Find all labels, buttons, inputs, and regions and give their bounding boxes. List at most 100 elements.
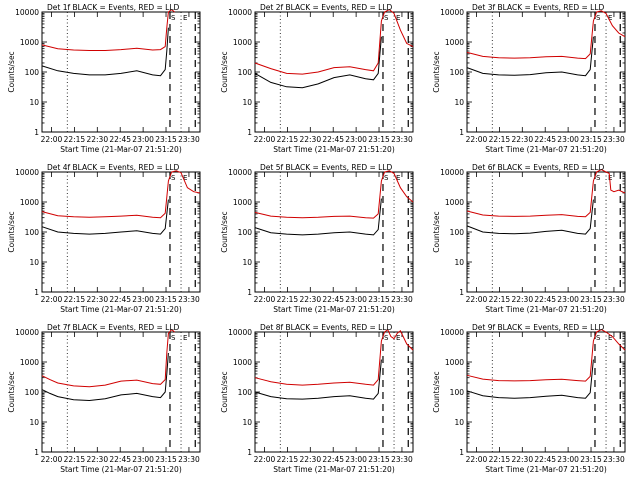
y-tick-label: 1000 xyxy=(20,198,39,207)
y-tick-label: 100 xyxy=(238,228,253,237)
y-tick-label: 100 xyxy=(450,228,465,237)
y-tick-label: 10000 xyxy=(15,168,39,177)
x-tick-label: 23:00 xyxy=(132,295,154,304)
panel-title: Det 8f BLACK = Events, RED = LLD xyxy=(260,323,393,332)
y-tick-label: 10 xyxy=(454,418,464,427)
x-tick-label: 23:30 xyxy=(603,135,625,144)
y-tick-label: 1 xyxy=(459,448,464,457)
x-tick-label: 22:15 xyxy=(277,455,299,464)
x-tick-label: 22:15 xyxy=(64,135,86,144)
panel-2: 1 10 100 1000 10000 22:00 22:15 22:30 22:45 23:00… xyxy=(220,3,414,154)
x-tick-label: 23:30 xyxy=(391,295,413,304)
x-tick-label: 23:00 xyxy=(132,455,154,464)
lld-series-line xyxy=(466,10,626,60)
y-tick-label: 100 xyxy=(238,68,253,77)
events-series-line xyxy=(254,36,382,89)
events-series-line xyxy=(466,359,594,399)
x-tick-label: 22:00 xyxy=(254,295,276,304)
x-tick-label: 22:30 xyxy=(86,455,108,464)
x-tick-label: 22:15 xyxy=(64,455,86,464)
x-tick-label: 22:45 xyxy=(109,295,131,304)
x-tick-label: 22:15 xyxy=(489,455,511,464)
x-tick-label: 22:00 xyxy=(466,455,488,464)
y-tick-label: 1000 xyxy=(233,358,252,367)
x-tick-label: 23:00 xyxy=(557,455,579,464)
y-tick-label: 100 xyxy=(450,68,465,77)
y-axis-label: Counts/sec xyxy=(220,51,229,92)
start-marker-label: S xyxy=(171,334,176,342)
panel-title: Det 5f BLACK = Events, RED = LLD xyxy=(260,163,393,172)
y-tick-label: 100 xyxy=(25,68,40,77)
x-tick-label: 23:00 xyxy=(345,455,367,464)
plot-frame xyxy=(466,11,626,133)
panel-5: 1 10 100 1000 10000 22:00 22:15 22:30 22:45 23:00… xyxy=(220,163,414,314)
y-tick-label: 10000 xyxy=(15,8,39,17)
x-tick-label: 22:30 xyxy=(511,135,533,144)
end-marker-label: E xyxy=(183,14,187,22)
x-tick-label: 22:15 xyxy=(489,135,511,144)
x-tick-label: 22:00 xyxy=(254,135,276,144)
x-tick-label: 22:45 xyxy=(534,455,556,464)
x-tick-label: 23:00 xyxy=(345,135,367,144)
x-tick-label: 22:00 xyxy=(41,135,63,144)
y-tick-label: 10 xyxy=(454,258,464,267)
end-marker-label: E xyxy=(608,14,612,22)
x-axis-label: Start Time (21-Mar-07 21:51:20) xyxy=(273,465,395,474)
y-tick-label: 1000 xyxy=(445,38,464,47)
y-tick-label: 1000 xyxy=(233,38,252,47)
start-marker-label: S xyxy=(384,174,389,182)
y-tick-label: 1000 xyxy=(445,198,464,207)
end-marker-label: E xyxy=(396,14,400,22)
x-tick-label: 22:45 xyxy=(109,455,131,464)
y-tick-label: 10000 xyxy=(15,328,39,337)
x-tick-label: 23:15 xyxy=(155,135,177,144)
x-tick-label: 23:00 xyxy=(132,135,154,144)
y-tick-label: 10 xyxy=(29,418,39,427)
panel-3: 1 10 100 1000 10000 22:00 22:15 22:30 22:45 23:00… xyxy=(432,3,626,154)
x-tick-label: 22:45 xyxy=(322,455,344,464)
y-axis-label: Counts/sec xyxy=(7,51,16,92)
x-tick-label: 22:30 xyxy=(511,455,533,464)
end-marker-label: E xyxy=(608,174,612,182)
y-tick-label: 10000 xyxy=(228,168,252,177)
y-tick-label: 100 xyxy=(450,388,465,397)
y-tick-label: 1000 xyxy=(20,38,39,47)
x-tick-label: 23:15 xyxy=(368,295,390,304)
y-tick-label: 10 xyxy=(29,98,39,107)
y-tick-label: 10 xyxy=(242,258,252,267)
x-tick-label: 22:00 xyxy=(254,455,276,464)
x-tick-label: 22:30 xyxy=(86,295,108,304)
lld-series-line xyxy=(254,328,414,386)
y-tick-label: 10 xyxy=(29,258,39,267)
events-series-line xyxy=(41,199,169,235)
y-tick-label: 10000 xyxy=(440,168,464,177)
panel-title: Det 3f BLACK = Events, RED = LLD xyxy=(472,3,605,12)
x-tick-label: 23:15 xyxy=(580,455,602,464)
plot-frame xyxy=(254,171,414,293)
y-tick-label: 100 xyxy=(238,388,253,397)
y-tick-label: 1 xyxy=(247,128,252,137)
end-marker-label: E xyxy=(396,334,400,342)
panel-7: 1 10 100 1000 10000 22:00 22:15 22:30 22:45 23:00… xyxy=(7,323,201,474)
plot-frame xyxy=(466,331,626,453)
x-axis-label: Start Time (21-Mar-07 21:51:20) xyxy=(273,145,395,154)
start-marker-label: S xyxy=(384,14,389,22)
y-tick-label: 10000 xyxy=(228,328,252,337)
x-tick-label: 23:00 xyxy=(557,295,579,304)
x-tick-label: 22:00 xyxy=(41,455,63,464)
x-tick-label: 22:30 xyxy=(299,135,321,144)
y-axis-label: Counts/sec xyxy=(432,211,441,252)
y-tick-label: 10000 xyxy=(228,8,252,17)
y-tick-label: 1000 xyxy=(445,358,464,367)
y-axis-label: Counts/sec xyxy=(432,371,441,412)
x-tick-label: 22:30 xyxy=(511,295,533,304)
x-tick-label: 23:30 xyxy=(178,455,200,464)
y-tick-label: 1 xyxy=(247,288,252,297)
x-axis-label: Start Time (21-Mar-07 21:51:20) xyxy=(60,145,182,154)
x-tick-label: 22:15 xyxy=(489,295,511,304)
y-tick-label: 10000 xyxy=(440,8,464,17)
y-axis-label: Counts/sec xyxy=(7,211,16,252)
x-tick-label: 23:30 xyxy=(391,135,413,144)
plot-frame xyxy=(41,331,201,453)
panel-6: 1 10 100 1000 10000 22:00 22:15 22:30 22:45 23:00… xyxy=(432,163,626,314)
